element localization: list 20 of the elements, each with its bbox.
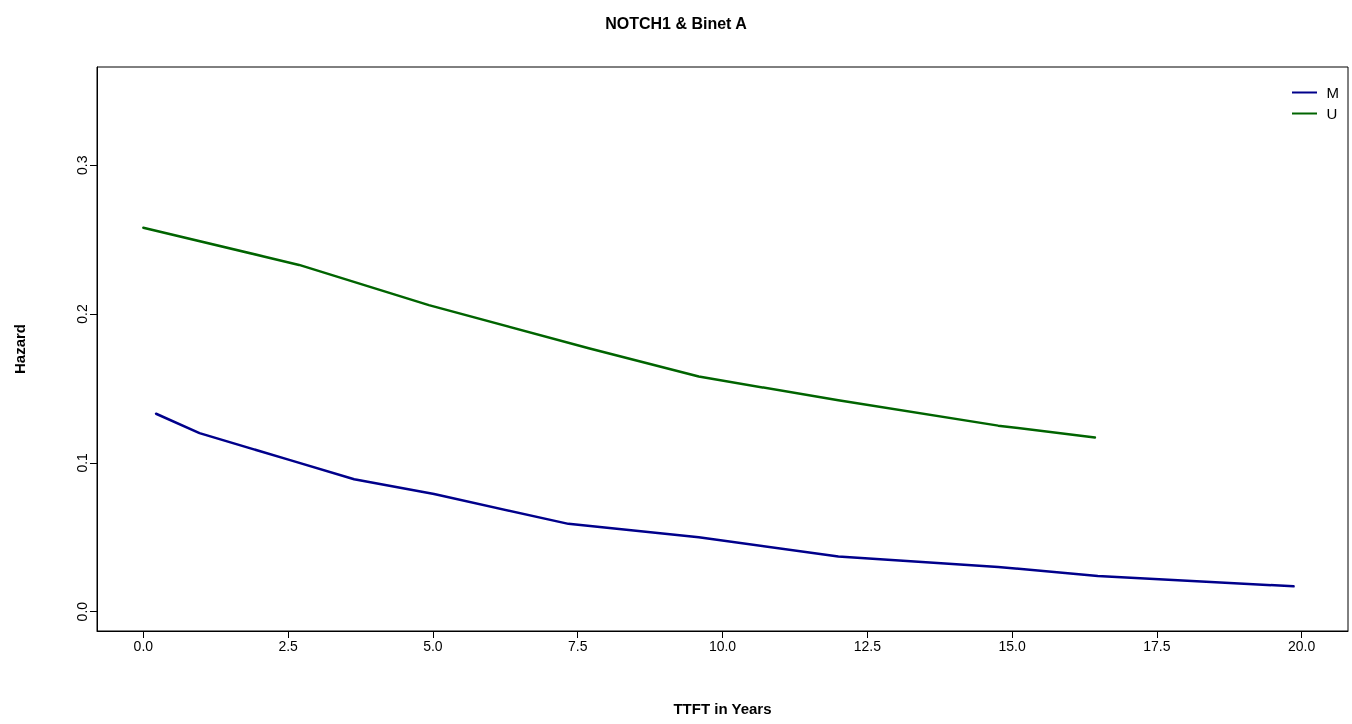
x-tick-label: 12.5	[853, 638, 882, 654]
x-tick-label: 20.0	[1288, 638, 1316, 654]
y-tick-label: 0.1	[74, 452, 90, 473]
line-series	[154, 412, 1295, 588]
x-tick-label: 2.5	[278, 638, 299, 654]
y-tick-label: 0.2	[74, 304, 90, 324]
legend-label: U	[1326, 105, 1338, 122]
x-tick-label: 5.0	[423, 638, 443, 654]
x-tick-label: 0.0	[133, 638, 154, 654]
x-tick-label: 17.5	[1143, 638, 1171, 654]
y-tick-label: 0.0	[74, 601, 90, 622]
x-axis-title: TTFT in Years	[673, 700, 772, 717]
legend-label: M	[1326, 84, 1339, 101]
y-tick-label: 0.3	[74, 155, 90, 175]
chart-title: NOTCH1 & Binet A	[605, 14, 748, 32]
x-tick-label: 10.0	[708, 638, 737, 654]
line-series	[142, 226, 1097, 439]
x-tick-label: 7.5	[567, 638, 588, 654]
y-axis-title: Hazard	[11, 323, 28, 375]
x-tick-label: 15.0	[998, 638, 1026, 654]
